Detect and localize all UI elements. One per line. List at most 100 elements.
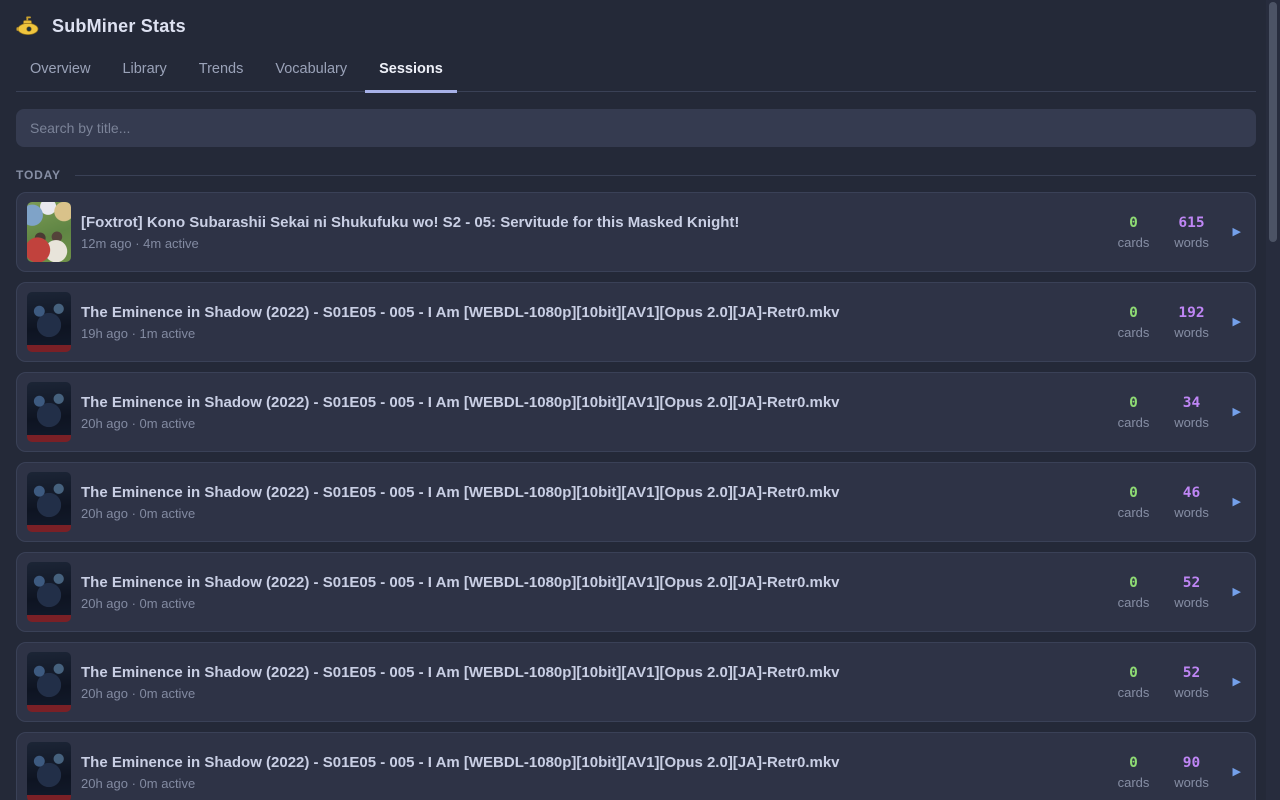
cards-stat: 0 cards	[1109, 214, 1159, 250]
app-title: SubMiner Stats	[52, 15, 186, 36]
words-label: words	[1174, 775, 1209, 790]
tab-trends[interactable]: Trends	[198, 61, 244, 77]
words-count: 34	[1182, 395, 1201, 411]
cards-stat: 0 cards	[1109, 304, 1159, 340]
cards-label: cards	[1117, 775, 1150, 790]
play-icon[interactable]: ▶	[1232, 315, 1241, 328]
session-title: The Eminence in Shadow (2022) - S01E05 -…	[81, 483, 840, 501]
tab-overview[interactable]: Overview	[30, 61, 91, 77]
cards-stat: 0 cards	[1109, 574, 1159, 610]
cards-stat: 0 cards	[1109, 754, 1159, 790]
search-input[interactable]	[16, 109, 1256, 147]
scrollbar-track[interactable]	[1266, 0, 1280, 800]
session-meta: 12m ago · 4m active	[81, 235, 199, 251]
session-thumbnail	[27, 202, 71, 262]
session-thumbnail	[27, 742, 71, 800]
search-wrap	[16, 109, 1256, 147]
words-stat: 90 words	[1167, 754, 1217, 790]
session-thumbnail	[27, 292, 71, 352]
section-head: TODAY	[16, 168, 1256, 182]
words-stat: 46 words	[1167, 484, 1217, 520]
session-title: The Eminence in Shadow (2022) - S01E05 -…	[81, 573, 840, 591]
session-stats: 0 cards 52 words ▶	[1109, 574, 1241, 610]
session-title: The Eminence in Shadow (2022) - S01E05 -…	[81, 753, 840, 771]
session-info: The Eminence in Shadow (2022) - S01E05 -…	[81, 574, 1109, 611]
words-count: 90	[1182, 755, 1201, 771]
session-card[interactable]: The Eminence in Shadow (2022) - S01E05 -…	[16, 462, 1256, 542]
words-label: words	[1174, 505, 1209, 520]
scrollbar-thumb[interactable]	[1269, 2, 1277, 242]
words-count: 46	[1182, 485, 1201, 501]
cards-count: 0	[1129, 485, 1138, 501]
session-info: The Eminence in Shadow (2022) - S01E05 -…	[81, 664, 1109, 701]
cards-stat: 0 cards	[1109, 484, 1159, 520]
cards-count: 0	[1129, 395, 1138, 411]
session-info: The Eminence in Shadow (2022) - S01E05 -…	[81, 484, 1109, 521]
cards-stat: 0 cards	[1109, 664, 1159, 700]
session-thumbnail	[27, 652, 71, 712]
play-icon[interactable]: ▶	[1232, 765, 1241, 778]
cards-count: 0	[1129, 665, 1138, 681]
session-title: The Eminence in Shadow (2022) - S01E05 -…	[81, 393, 840, 411]
words-count: 52	[1182, 665, 1201, 681]
session-meta: 20h ago · 0m active	[81, 505, 196, 521]
words-label: words	[1174, 325, 1209, 340]
session-info: The Eminence in Shadow (2022) - S01E05 -…	[81, 754, 1109, 791]
words-stat: 615 words	[1167, 214, 1217, 250]
session-stats: 0 cards 192 words ▶	[1109, 304, 1241, 340]
session-stats: 0 cards 615 words ▶	[1109, 214, 1241, 250]
tab-library[interactable]: Library	[122, 61, 167, 77]
session-card[interactable]: The Eminence in Shadow (2022) - S01E05 -…	[16, 732, 1256, 800]
session-info: [Foxtrot] Kono Subarashii Sekai ni Shuku…	[81, 214, 1109, 251]
session-meta: 20h ago · 0m active	[81, 595, 196, 611]
session-card[interactable]: The Eminence in Shadow (2022) - S01E05 -…	[16, 372, 1256, 452]
session-card[interactable]: The Eminence in Shadow (2022) - S01E05 -…	[16, 282, 1256, 362]
cards-label: cards	[1117, 235, 1150, 250]
tab-bar: Overview Library Trends Vocabulary Sessions	[16, 60, 1256, 93]
session-list: [Foxtrot] Kono Subarashii Sekai ni Shuku…	[16, 192, 1256, 800]
session-info: The Eminence in Shadow (2022) - S01E05 -…	[81, 304, 1109, 341]
cards-label: cards	[1117, 505, 1150, 520]
page: SubMiner Stats Overview Library Trends Voca…	[16, 0, 1256, 800]
session-title: The Eminence in Shadow (2022) - S01E05 -…	[81, 663, 840, 681]
cards-stat: 0 cards	[1109, 394, 1159, 430]
session-stats: 0 cards 90 words ▶	[1109, 754, 1241, 790]
cards-label: cards	[1117, 325, 1150, 340]
session-card[interactable]: The Eminence in Shadow (2022) - S01E05 -…	[16, 552, 1256, 632]
words-label: words	[1174, 595, 1209, 610]
session-title: The Eminence in Shadow (2022) - S01E05 -…	[81, 303, 840, 321]
session-thumbnail	[27, 562, 71, 622]
session-stats: 0 cards 34 words ▶	[1109, 394, 1241, 430]
play-icon[interactable]: ▶	[1232, 585, 1241, 598]
session-thumbnail	[27, 382, 71, 442]
cards-count: 0	[1129, 305, 1138, 321]
session-card[interactable]: [Foxtrot] Kono Subarashii Sekai ni Shuku…	[16, 192, 1256, 272]
cards-label: cards	[1117, 685, 1150, 700]
section-label: TODAY	[16, 168, 61, 182]
words-count: 615	[1178, 215, 1205, 231]
words-label: words	[1174, 235, 1209, 250]
play-icon[interactable]: ▶	[1232, 405, 1241, 418]
words-stat: 34 words	[1167, 394, 1217, 430]
session-meta: 20h ago · 0m active	[81, 775, 196, 791]
session-meta: 19h ago · 1m active	[81, 325, 196, 341]
session-stats: 0 cards 52 words ▶	[1109, 664, 1241, 700]
play-icon[interactable]: ▶	[1232, 675, 1241, 688]
session-stats: 0 cards 46 words ▶	[1109, 484, 1241, 520]
words-label: words	[1174, 415, 1209, 430]
tab-sessions[interactable]: Sessions	[365, 61, 457, 93]
cards-count: 0	[1129, 575, 1138, 591]
play-icon[interactable]: ▶	[1232, 495, 1241, 508]
session-meta: 20h ago · 0m active	[81, 415, 196, 431]
words-stat: 52 words	[1167, 664, 1217, 700]
words-count: 52	[1182, 575, 1201, 591]
tab-vocabulary[interactable]: Vocabulary	[275, 61, 348, 77]
words-stat: 192 words	[1167, 304, 1217, 340]
app-header: SubMiner Stats	[16, 0, 1256, 38]
words-label: words	[1174, 685, 1209, 700]
session-thumbnail	[27, 472, 71, 532]
cards-count: 0	[1129, 215, 1138, 231]
session-card[interactable]: The Eminence in Shadow (2022) - S01E05 -…	[16, 642, 1256, 722]
session-info: The Eminence in Shadow (2022) - S01E05 -…	[81, 394, 1109, 431]
play-icon[interactable]: ▶	[1232, 225, 1241, 238]
